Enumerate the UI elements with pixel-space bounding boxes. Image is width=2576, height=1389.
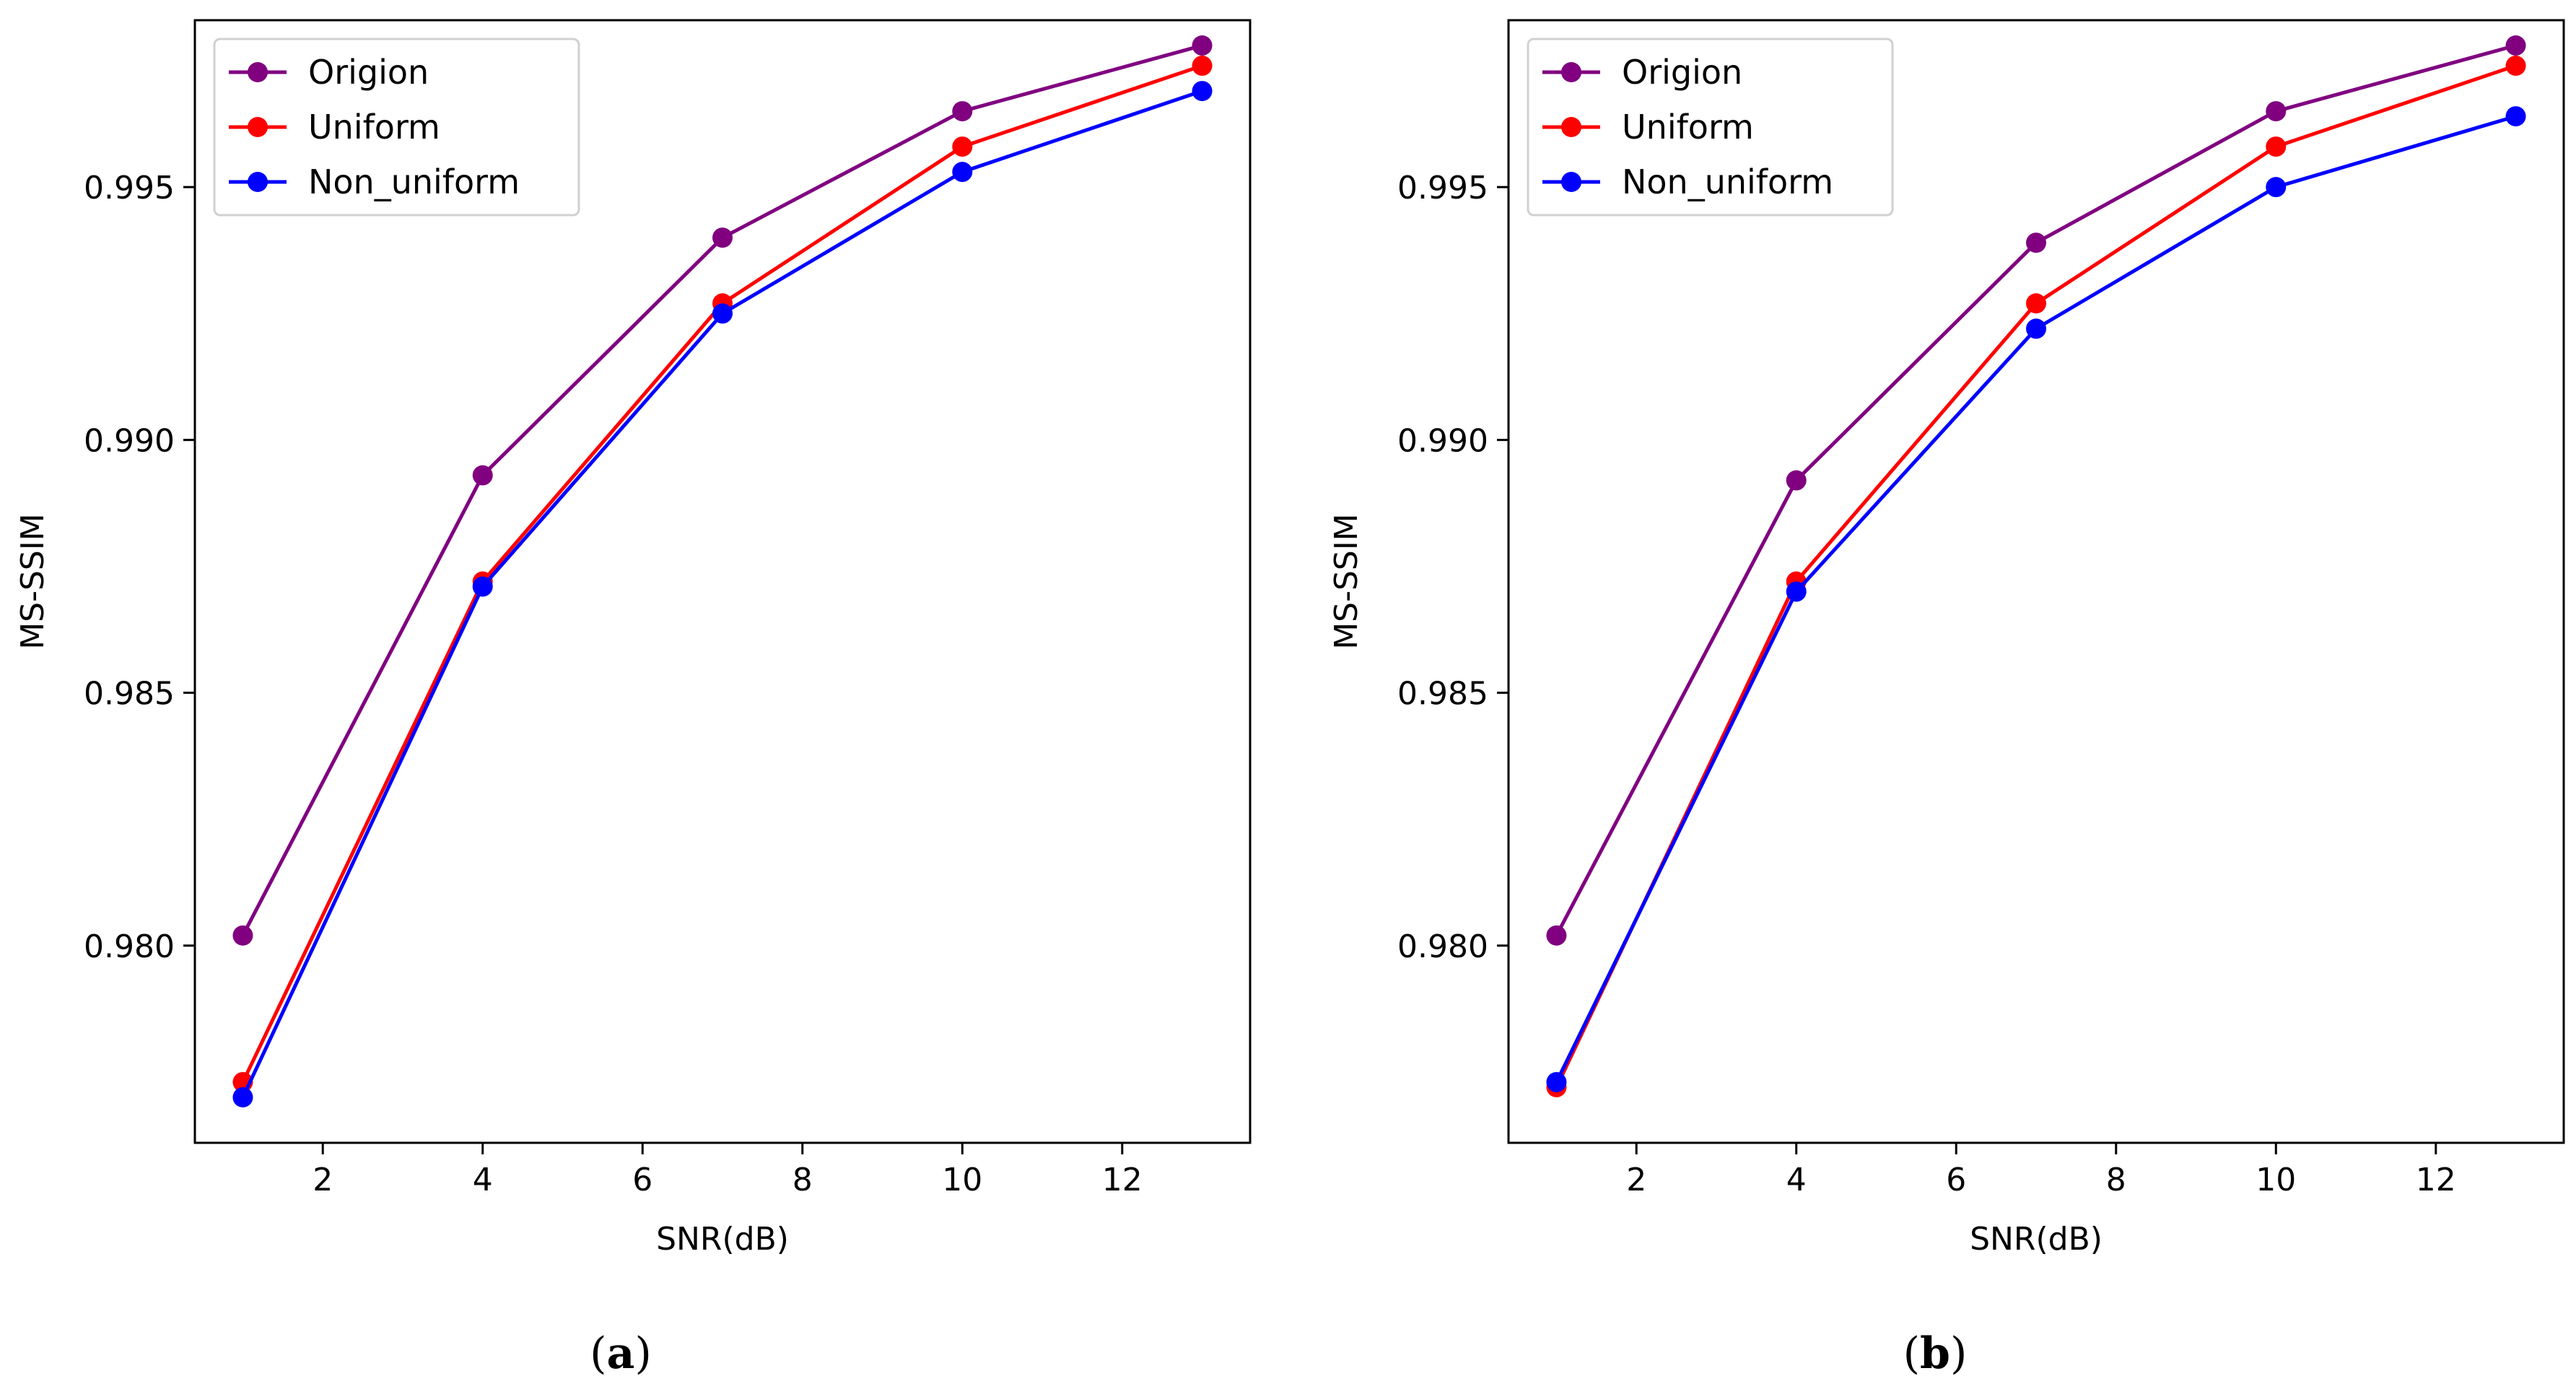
data-point-origion (1786, 470, 1807, 491)
series-non-uniform (232, 81, 1213, 1107)
data-point-uniform (952, 136, 973, 157)
chart-panel-b: 2 4 6 8 10 12 0.980 0.985 0.990 0.995 SNR(dB) MS-SS… (1328, 19, 2565, 1379)
y-tick-label: 0.980 (84, 928, 175, 965)
x-axis-label: SNR(dB) (1970, 1221, 2103, 1258)
legend-marker-uniform (1561, 117, 1581, 137)
data-point-non-uniform (472, 576, 493, 597)
data-point-origion (2266, 101, 2287, 122)
panel-caption: (b) (1903, 1328, 1968, 1379)
y-tick-label: 0.990 (84, 422, 175, 459)
legend-label-non-uniform: Non_uniform (1622, 162, 1833, 201)
data-point-non-uniform (2026, 318, 2046, 339)
panels: 2 4 6 8 10 12 0.980 0.985 0.990 0.995 SNR(dB) MS-SS… (14, 19, 2565, 1379)
x-tick-label: 4 (473, 1162, 493, 1198)
legend-marker-uniform (248, 117, 268, 137)
data-point-non-uniform (2266, 177, 2287, 198)
chart-panel-a: 2 4 6 8 10 12 0.980 0.985 0.990 0.995 SNR(dB) MS-SS… (14, 19, 1252, 1379)
y-axis-label: MS-SSIM (1328, 513, 1365, 650)
legend-label-uniform: Uniform (308, 108, 440, 147)
y-tick-label: 0.995 (84, 170, 175, 206)
legend: Origion Uniform Non_uniform (1527, 38, 1894, 217)
legend-marker-non-uniform (248, 172, 268, 192)
legend-box (1527, 38, 1894, 217)
y-axis-label: MS-SSIM (14, 513, 51, 650)
data-point-non-uniform (1786, 581, 1807, 602)
y-tick-label: 0.995 (1397, 170, 1488, 206)
data-point-origion (472, 465, 493, 486)
legend-marker-non-uniform (1561, 172, 1581, 192)
x-tick-label: 10 (942, 1162, 982, 1198)
x-tick-label: 10 (2256, 1162, 2296, 1198)
x-tick-label: 2 (1626, 1162, 1646, 1198)
data-point-non-uniform (1192, 81, 1213, 102)
legend-label-non-uniform: Non_uniform (308, 162, 520, 201)
legend-marker-origion (1561, 62, 1581, 82)
data-point-origion (1192, 35, 1213, 56)
legend-marker-origion (248, 62, 268, 82)
y-tick-label: 0.980 (1397, 928, 1488, 965)
data-point-non-uniform (1546, 1071, 1567, 1092)
legend-label-origion: Origion (308, 53, 429, 92)
data-point-origion (2026, 232, 2046, 253)
x-tick-label: 6 (1946, 1162, 1966, 1198)
x-tick-label: 8 (2106, 1162, 2126, 1198)
series-origion (1546, 35, 2526, 946)
data-point-origion (712, 227, 733, 248)
legend: Origion Uniform Non_uniform (213, 38, 580, 217)
data-point-origion (232, 925, 253, 946)
data-point-uniform (2026, 293, 2046, 314)
plot-frame (1507, 19, 2565, 1144)
y-tick-label: 0.985 (1397, 676, 1488, 713)
x-tick-label: 4 (1786, 1162, 1807, 1198)
y-tick-label: 0.985 (84, 676, 175, 713)
series-origion (232, 35, 1213, 946)
data-point-origion (952, 101, 973, 122)
data-point-non-uniform (2505, 106, 2526, 127)
series-non-uniform (1546, 106, 2526, 1092)
plot-frame (193, 19, 1252, 1144)
panel-caption: (a) (590, 1328, 652, 1379)
legend-label-origion: Origion (1622, 53, 1742, 92)
data-point-non-uniform (232, 1087, 253, 1107)
x-tick-label: 12 (1102, 1162, 1143, 1198)
x-tick-label: 12 (2416, 1162, 2456, 1198)
data-point-non-uniform (712, 303, 733, 324)
data-point-origion (1546, 925, 1567, 946)
legend-box (213, 38, 580, 217)
x-tick-label: 6 (632, 1162, 652, 1198)
data-point-uniform (1192, 56, 1213, 77)
x-tick-label: 8 (793, 1162, 813, 1198)
data-point-origion (2505, 35, 2526, 56)
x-tick-label: 2 (313, 1162, 333, 1198)
legend-label-uniform: Uniform (1622, 108, 1754, 147)
data-point-uniform (2505, 56, 2526, 77)
x-axis-label: SNR(dB) (656, 1221, 789, 1258)
data-point-uniform (2266, 136, 2287, 157)
y-tick-label: 0.990 (1397, 422, 1488, 459)
data-point-non-uniform (952, 162, 973, 183)
